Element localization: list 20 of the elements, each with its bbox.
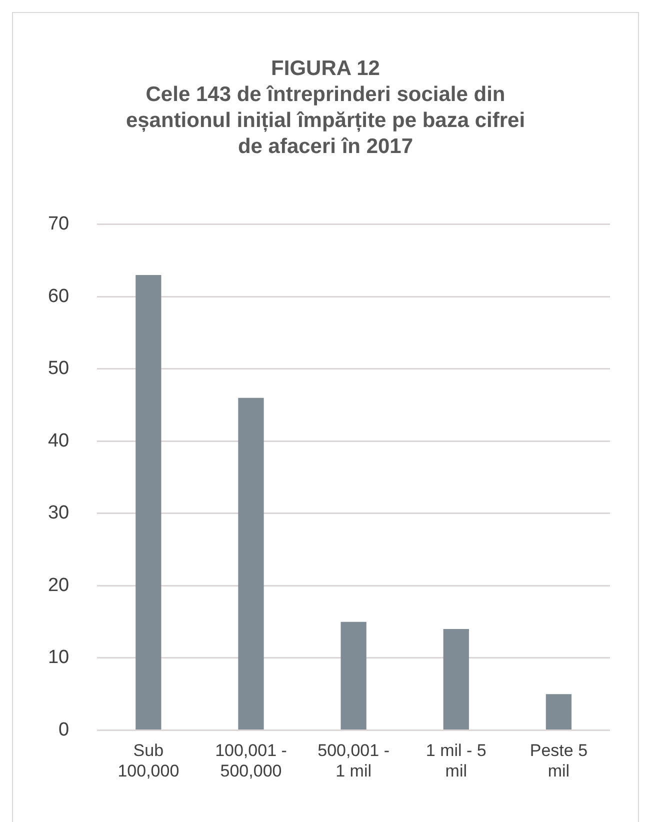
chart-subtitle: Cele 143 de întreprinderi sociale din eșantionul inițial împărțite pe baza cifrei de afaceri în 2017 (124, 82, 526, 160)
y-tick-label: 60 (48, 286, 70, 307)
bar (340, 622, 366, 730)
y-tick-label: 40 (48, 430, 70, 452)
y-tick-label: 30 (48, 502, 70, 524)
y-tick-label: 0 (58, 719, 70, 740)
y-tick-label: 70 (48, 214, 70, 235)
bar (238, 398, 264, 730)
bar (136, 274, 162, 730)
y-tick-label: 50 (48, 358, 70, 380)
x-tick-label: 100,001 - 500,000 (215, 741, 287, 780)
x-tick-label: 1 mil - 5 mil (426, 741, 486, 780)
x-tick-label: 500,001 - 1 mil (318, 741, 390, 780)
bar (443, 629, 469, 730)
bar (546, 694, 572, 730)
y-tick-label: 10 (48, 647, 70, 668)
x-tick-label: Peste 5 mil (530, 741, 588, 780)
y-tick-label: 20 (48, 574, 70, 596)
chart-title: FIGURA 12 (270, 56, 381, 82)
x-tick-label: Sub 100,000 (118, 741, 180, 780)
